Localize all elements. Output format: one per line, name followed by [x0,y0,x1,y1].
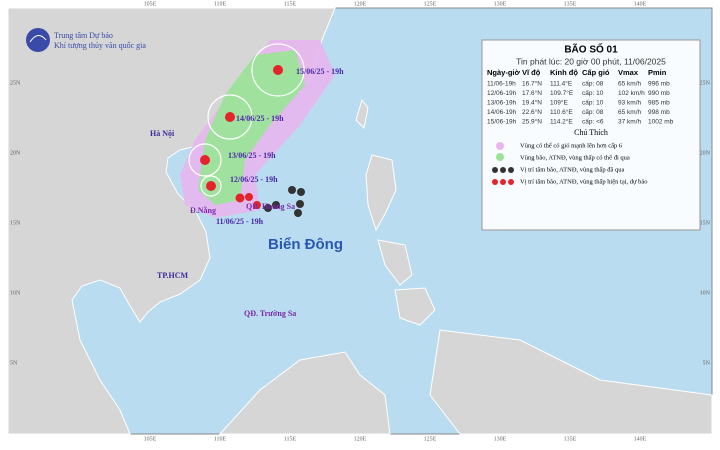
cone [180,40,335,218]
lon-label: 105E [144,1,157,7]
place-label: QĐ. Trường Sa [244,309,296,318]
lon-label: 135E [564,1,577,7]
org-name: Khí tượng thủy văn quốc gia [54,41,146,50]
column-header: Vĩ độ [522,68,541,77]
track-label: 14/06/25 - 19h [236,114,284,123]
lon-label: 120E [354,1,367,7]
table-cell: 65 km/h [618,109,642,116]
column-header: Cấp gió [582,68,610,77]
table-cell: 111.4°E [550,80,573,88]
info-title: BÃO SỐ 01 [564,42,618,56]
lon-label: 130E [494,1,507,7]
lon-label: 110E [214,1,227,7]
lon-label: 115E [284,1,297,7]
past-positions [264,186,305,217]
table-cell: 37 km/h [618,119,642,126]
lon-label: 105E [144,436,157,442]
table-cell: 15/06-19h [487,119,517,126]
legend-title: Chú Thích [574,128,608,137]
table-cell: 25.9°N [522,118,542,126]
table-cell: 12/06-19h [487,90,517,97]
legend-item: Vị trí tâm bão, ATNĐ, vùng thấp hiện tại… [520,178,648,185]
lat-label: 10N [700,290,711,296]
table-cell: cấp: <6 [582,117,604,126]
lat-label: 15N [700,220,711,226]
lon-label: 120E [354,436,367,442]
lon-label: 135E [564,436,577,442]
table-cell: 1002 mb [648,119,674,126]
table-cell: cấp: 08 [582,79,604,88]
table-cell: 109.7°E [550,89,574,97]
table-cell: 19.4°N [522,99,542,107]
column-header: Pmin [648,68,667,77]
forecast-positions [200,65,283,209]
table-cell: 996 mb [648,81,670,88]
lon-label: 115E [284,436,297,442]
table-cell: cấp: 08 [582,107,604,116]
place-label: QĐ. Hoàng Sa [246,202,295,211]
table-cell: 102 km/h [618,90,645,97]
place-label: Đ.Nẵng [190,206,216,215]
table-cell: 16.7°N [522,80,542,88]
table-cell: 11/06-19h [487,81,516,88]
track-label: 11/06/25 - 19h [216,217,264,226]
column-header: Kinh độ [550,68,578,77]
legend-item: Vùng có thể có gió mạnh lên hơn cấp 6 [520,142,623,149]
lat-label: 5N [10,360,18,366]
place-label: Biển Đông [268,236,343,253]
track-label: 12/06/25 - 19h [230,175,278,184]
table-cell: 990 mb [648,90,670,97]
lon-label: 130E [494,436,507,442]
lat-label: 20N [10,150,21,156]
lat-label: 20N [700,150,711,156]
table-cell: 110.6°E [550,108,573,116]
lat-label: 25N [700,80,711,86]
table-cell: cấp: 10 [582,88,604,97]
table-cell: 998 mb [648,109,670,116]
table-cell: 65 km/h [618,81,642,88]
org-name: Trung tâm Dự báo [54,31,113,40]
lat-label: 5N [703,360,711,366]
column-header: Vmax [618,68,639,77]
table-cell: 985 mb [648,100,670,107]
legend-item: Vị trí tâm bão, ATNĐ, vùng thấp đã qua [520,166,624,173]
table-cell: 17.6°N [522,89,542,97]
issued: Tin phát lúc: 20 giờ 00 phút, 11/06/2025 [516,56,666,66]
lon-label: 140E [634,436,647,442]
lon-label: 110E [214,436,227,442]
track-label: 13/06/25 - 19h [228,151,276,160]
lon-label: 125E [424,1,437,7]
table-cell: cấp: 10 [582,98,604,107]
lat-label: 10N [10,290,21,296]
lon-label: 140E [634,1,647,7]
table-cell: 14/06-19h [487,109,517,116]
column-header: Ngày-giờ [487,68,521,77]
place-label: Hà Nội [150,129,175,138]
table-cell: 114.2°E [550,118,573,126]
table-cell: 93 km/h [618,100,642,107]
lon-label: 125E [424,436,437,442]
place-label: TP.HCM [157,271,188,280]
logo [26,28,50,52]
lat-label: 15N [10,220,21,226]
track-label: 15/06/25 - 19h [296,67,344,76]
table-cell: 109°E [550,99,568,107]
legend-item: Vùng bão, ATNĐ, vùng thấp có thể đi qua [520,154,630,161]
lat-label: 25N [10,80,21,86]
table-cell: 22.6°N [522,108,542,116]
table-cell: 13/06-19h [487,100,517,107]
info-box: BÃO SỐ 01 Tin phát lúc: 20 giờ 00 phút, … [481,39,701,231]
